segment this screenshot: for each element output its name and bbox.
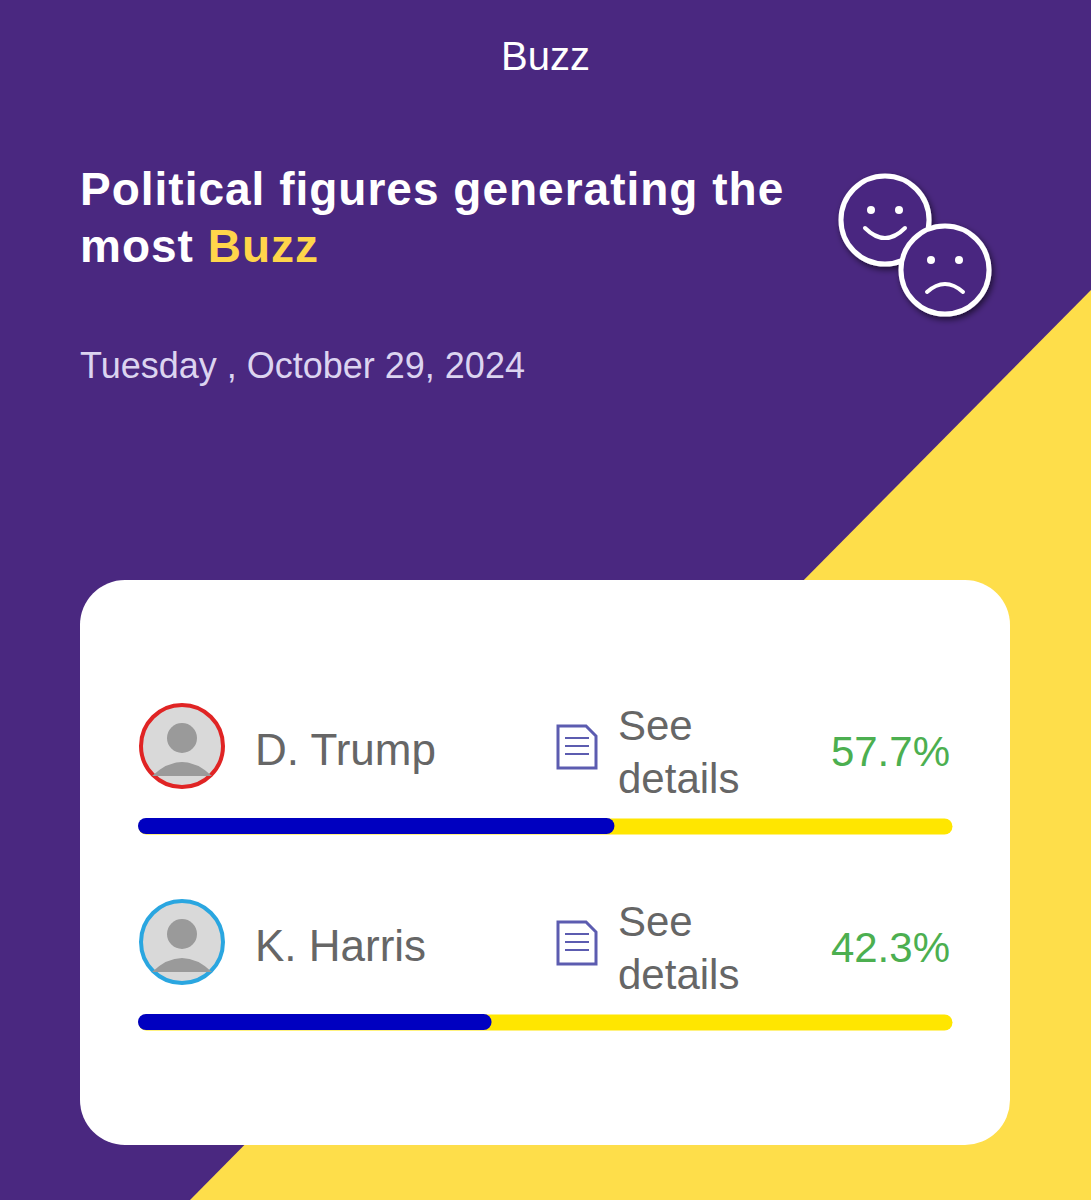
category-label: K. Harris (255, 921, 426, 970)
row: K. Harris Seedetails 42.3% (141, 898, 950, 1023)
x-axis (147, 826, 945, 827)
background (0, 0, 1091, 1200)
header: Buzz (501, 34, 590, 78)
data-label: 42.3% (831, 924, 950, 971)
page: Buzz Political figures generating themost… (0, 0, 1091, 1200)
mood-icon (841, 176, 989, 314)
category-label: D. Trump (255, 725, 436, 774)
details-link[interactable]: Seedetails (618, 898, 739, 998)
bar (146, 818, 606, 834)
subtitle: Tuesday , October 29, 2024 (80, 345, 525, 386)
details-icon (558, 726, 596, 768)
axis-line (147, 1015, 945, 1031)
bars (146, 826, 606, 827)
card (80, 580, 1010, 1145)
details-icon (558, 922, 596, 964)
bar (146, 1014, 484, 1030)
details-link[interactable]: Seedetails (618, 702, 739, 802)
x-axis (147, 1022, 945, 1023)
data-label: 57.7% (831, 728, 950, 775)
avatar (141, 901, 223, 983)
avatar (141, 705, 223, 787)
row: D. Trump Seedetails 57.7% (141, 702, 950, 827)
bars (146, 1022, 484, 1023)
sad-face (901, 226, 989, 314)
axis-line (147, 819, 945, 835)
title: Political figures generating themost Buz… (80, 163, 784, 272)
